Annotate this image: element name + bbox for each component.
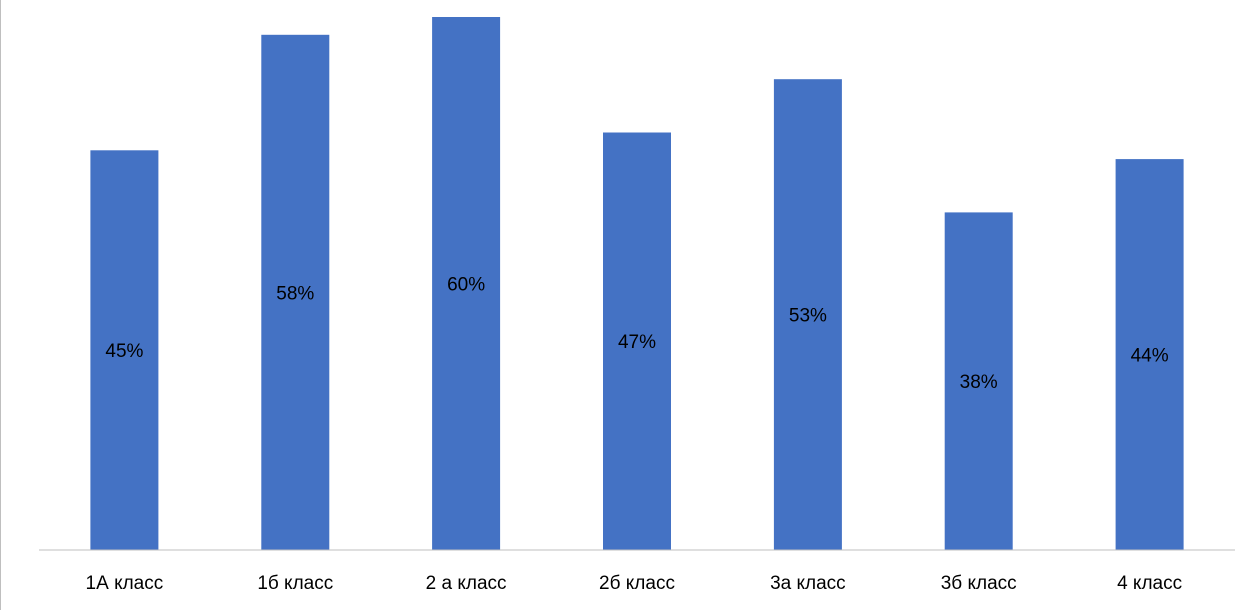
data-label-4: 47% <box>618 332 656 353</box>
x-tick-label-2: 1б класс <box>257 573 333 594</box>
data-label-5: 53% <box>789 306 827 327</box>
bars-layer <box>90 17 1184 551</box>
x-tick-label-4: 2б класс <box>599 573 675 594</box>
tick-labels-layer: 1А класс 1б класс 2 а класс 2б класс 3а клас… <box>86 573 1183 594</box>
x-tick-label-6: 3б класс <box>941 573 1017 594</box>
x-tick-label-3: 2 а класс <box>426 573 507 594</box>
x-tick-label-7: 4 класс <box>1117 573 1182 594</box>
x-tick-label-5: 3а класс <box>770 573 846 594</box>
bar-6 <box>944 212 1013 550</box>
bar-5 <box>773 79 842 550</box>
x-tick-label-1: 1А класс <box>86 573 164 594</box>
bar-2 <box>261 34 330 551</box>
data-label-1: 45% <box>105 341 143 362</box>
bar-1 <box>90 150 159 551</box>
bar-7 <box>1115 159 1184 550</box>
bar-4 <box>603 132 671 550</box>
data-label-6: 38% <box>960 372 998 393</box>
data-label-7: 44% <box>1131 346 1169 367</box>
data-label-3: 60% <box>447 275 485 296</box>
data-labels-layer: 45% 58% 60% 47% 53% 38% 44% <box>105 275 1168 394</box>
bar-3 <box>432 17 501 550</box>
data-label-2: 58% <box>276 283 314 304</box>
